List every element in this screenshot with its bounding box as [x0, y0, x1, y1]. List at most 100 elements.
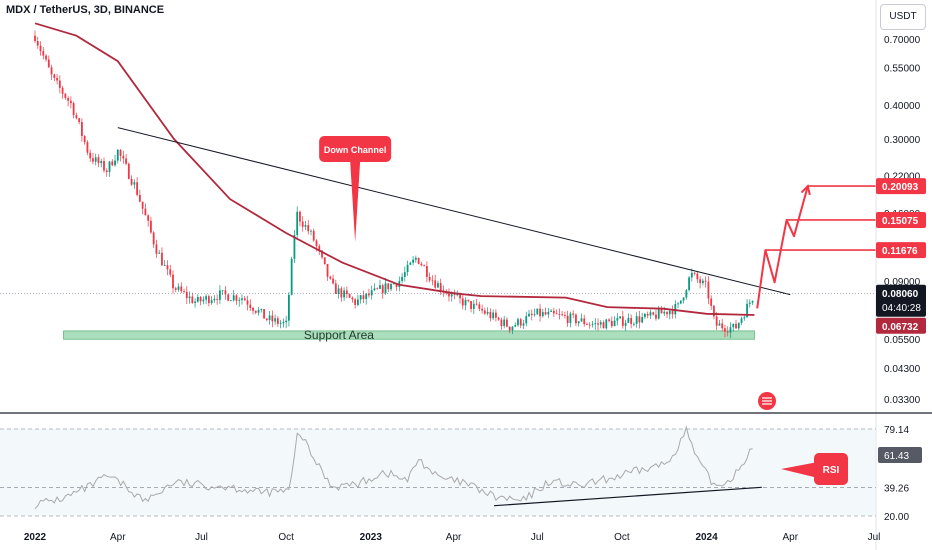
candle-body: [688, 277, 690, 291]
candle-body: [649, 312, 652, 316]
projection-path[interactable]: [756, 185, 809, 309]
down-channel-trend-line[interactable]: [117, 127, 791, 296]
candle-body: [666, 311, 668, 315]
candle-body: [310, 230, 312, 232]
candle-body: [638, 316, 641, 323]
candle-body: [489, 311, 492, 319]
rsi-level-label: 20.00: [884, 512, 909, 523]
candle-body: [583, 318, 586, 325]
candle-body: [448, 293, 450, 297]
candle-body: [376, 288, 379, 290]
ma-value-badge: [876, 317, 926, 334]
candle-body: [147, 215, 150, 221]
candle-body: [323, 257, 326, 265]
time-tick-label: Oct: [614, 532, 630, 543]
candle-body: [238, 299, 241, 301]
candle-body: [597, 323, 599, 325]
candle-body: [285, 320, 288, 323]
candle-body: [329, 276, 332, 279]
candle-body: [254, 310, 257, 313]
rsi-line[interactable]: [34, 425, 753, 509]
candle-body: [743, 317, 746, 319]
candle-body: [632, 323, 635, 325]
candle-body: [337, 288, 340, 294]
candle-body: [241, 298, 243, 300]
candle-body: [111, 161, 114, 166]
rsi-level-label: 79.14: [884, 425, 909, 436]
price-tick-label: 0.04300: [884, 364, 921, 375]
candle-body: [296, 211, 299, 235]
support-area-zone[interactable]: [63, 330, 755, 340]
ma-value-label: 0.06732: [882, 322, 919, 333]
candle-body: [268, 315, 271, 321]
candle-body: [690, 272, 693, 278]
candle-body: [635, 316, 638, 324]
candle-body: [257, 310, 260, 313]
candle-body: [533, 314, 536, 316]
candle-body: [544, 312, 547, 315]
rsi-current-value: 61.43: [884, 451, 909, 462]
candle-body: [321, 250, 323, 258]
candle-body: [351, 297, 354, 300]
candle-body: [39, 45, 42, 52]
candle-body: [699, 279, 702, 284]
candle-body: [610, 320, 613, 327]
time-tick-label: Jul: [195, 532, 208, 543]
candle-body: [605, 319, 608, 329]
moving-average-line[interactable]: [34, 22, 755, 316]
candle-body: [453, 294, 456, 296]
candle-body: [655, 314, 657, 319]
candle-body: [334, 283, 337, 294]
down-channel-callout[interactable]: [319, 136, 392, 162]
time-tick-label: Apr: [110, 532, 126, 543]
candle-body: [340, 288, 343, 298]
candle-body: [379, 285, 381, 289]
candle-body: [511, 326, 514, 331]
countdown-label: 04:40:28: [882, 303, 921, 314]
candle-body: [172, 274, 174, 289]
candle-body: [274, 318, 277, 322]
candle-body: [230, 300, 232, 302]
candle-body: [494, 312, 497, 318]
rsi-level-label: 39.26: [884, 484, 909, 495]
candle-body: [158, 252, 161, 254]
candle-body: [191, 296, 194, 304]
down-channel-label: Down Channel: [324, 145, 387, 155]
candle-body: [235, 295, 238, 301]
candle-body: [89, 152, 92, 159]
candle-body: [205, 296, 208, 300]
time-tick-label: Jul: [531, 532, 544, 543]
current-price-label: 0.08060: [882, 289, 919, 300]
candle-body: [368, 293, 370, 296]
candle-body: [403, 272, 406, 277]
candle-body: [365, 293, 368, 300]
chart-title: MDX / TetherUS, 3D, BINANCE: [6, 4, 165, 16]
time-tick-label: Jul: [868, 532, 881, 543]
rsi-callout[interactable]: [814, 453, 848, 485]
time-tick-label: Oct: [278, 532, 294, 543]
candle-body: [122, 155, 125, 159]
candle-body: [216, 298, 219, 300]
support-area-label: Support Area: [304, 328, 374, 342]
candle-body: [188, 296, 191, 299]
candle-body: [492, 312, 495, 319]
time-tick-label: Apr: [783, 532, 799, 543]
rsi-trend-line[interactable]: [494, 486, 762, 507]
time-tick-label: 2023: [360, 532, 383, 543]
candle-body: [276, 318, 279, 324]
candle-body: [588, 324, 591, 326]
candle-body: [624, 322, 627, 326]
candle-body: [423, 265, 426, 267]
candle-body: [552, 310, 555, 314]
candle-body: [246, 300, 249, 305]
candle-body: [315, 240, 318, 247]
candle-body: [461, 298, 464, 306]
rsi-band: [0, 429, 876, 516]
candle-body: [715, 316, 718, 326]
currency-button[interactable]: USDT: [880, 4, 926, 30]
target-price-label: 0.11676: [882, 246, 918, 257]
candle-body: [522, 323, 525, 326]
candle-body: [613, 320, 616, 327]
